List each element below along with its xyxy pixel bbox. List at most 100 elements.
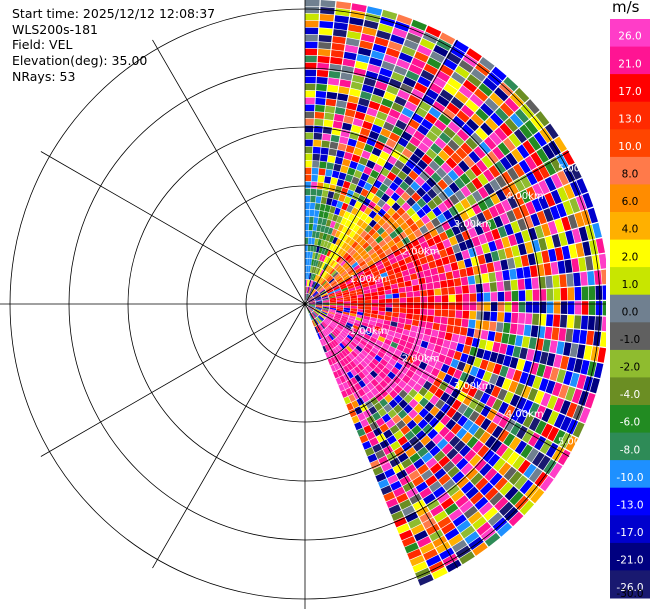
range-gate: [488, 240, 497, 252]
range-gate: [385, 187, 395, 197]
range-gate: [482, 350, 492, 361]
range-gate: [376, 433, 386, 443]
range-gate: [512, 207, 523, 220]
range-gate: [427, 289, 435, 296]
range-gate: [505, 152, 518, 167]
range-gate: [361, 321, 369, 327]
range-gate: [376, 263, 385, 271]
range-gate: [344, 277, 352, 283]
range-gate: [485, 117, 499, 131]
range-gate: [566, 357, 576, 372]
range-gate: [426, 554, 442, 567]
range-gate: [504, 247, 514, 259]
range-gate: [346, 322, 354, 327]
range-gate: [434, 410, 446, 421]
range-gate: [402, 347, 411, 355]
range-gate: [460, 198, 471, 210]
range-gate: [354, 382, 362, 391]
range-gate: [396, 523, 410, 534]
range-gate: [397, 380, 407, 389]
range-gate: [482, 209, 493, 221]
range-gate: [377, 217, 386, 227]
range-gate: [428, 260, 437, 269]
range-gate: [413, 290, 421, 297]
range-gate: [501, 171, 513, 185]
range-gate: [447, 169, 459, 182]
range-gate: [329, 260, 336, 267]
range-gate: [305, 223, 309, 231]
range-gate: [576, 374, 587, 390]
range-gate: [503, 76, 519, 92]
range-gate: [438, 191, 449, 202]
colorbar-tick-label: -17.0: [616, 527, 643, 539]
range-gate: [386, 171, 397, 182]
range-gate: [508, 511, 524, 527]
range-gate: [432, 535, 448, 548]
range-gate: [378, 455, 389, 466]
range-gate: [414, 176, 426, 187]
range-gate: [558, 232, 568, 247]
range-gate: [325, 98, 337, 107]
range-gate: [507, 167, 519, 181]
range-gate: [492, 412, 504, 425]
range-gate: [452, 115, 465, 128]
range-gate: [365, 330, 373, 337]
range-gate: [363, 77, 377, 87]
range-gate: [434, 360, 444, 370]
range-gate: [371, 195, 381, 204]
range-gate: [411, 424, 422, 436]
range-gate: [326, 162, 334, 170]
range-gate: [457, 403, 468, 415]
range-gate: [406, 197, 416, 207]
range-gate: [327, 350, 333, 358]
range-gate: [432, 234, 442, 244]
range-gate: [367, 248, 376, 256]
range-gate: [469, 293, 477, 302]
range-gate: [378, 371, 387, 380]
range-gate: [394, 159, 405, 170]
range-gate: [524, 278, 532, 290]
range-gate: [318, 168, 326, 176]
range-gate: [305, 167, 312, 175]
range-gate: [378, 252, 387, 260]
range-gate: [345, 355, 353, 363]
range-gate: [345, 336, 352, 343]
range-gate: [411, 279, 419, 286]
range-gate: [535, 338, 544, 351]
range-gate: [335, 8, 350, 17]
range-gate: [436, 438, 449, 450]
range-gate: [409, 452, 421, 464]
range-gate: [341, 340, 348, 348]
range-gate: [343, 396, 351, 405]
range-gate: [329, 206, 336, 214]
range-gate: [364, 306, 372, 310]
range-gate: [322, 301, 330, 303]
range-gate: [386, 85, 399, 96]
range-gate: [305, 293, 308, 301]
range-gate: [451, 411, 463, 423]
range-gate: [459, 551, 475, 565]
range-gate: [327, 267, 334, 274]
range-gate: [428, 384, 439, 395]
range-gate: [317, 324, 323, 331]
range-gate: [378, 239, 387, 248]
range-gate: [386, 269, 395, 276]
range-gate: [358, 273, 366, 279]
range-gate: [322, 304, 330, 307]
range-gate: [336, 297, 344, 301]
range-gate: [429, 529, 444, 542]
range-gate: [420, 340, 429, 349]
range-gate: [414, 244, 423, 253]
range-gate: [405, 70, 420, 82]
range-gate: [322, 297, 329, 300]
range-gate: [315, 301, 323, 303]
range-gate: [319, 314, 325, 319]
range-gate: [305, 293, 307, 300]
range-gate: [337, 93, 349, 102]
range-gate: [387, 409, 397, 419]
range-gate: [447, 279, 455, 287]
range-gate: [489, 282, 497, 292]
range-gate: [488, 205, 499, 218]
range-gate: [356, 218, 364, 227]
range-gate: [405, 369, 415, 379]
